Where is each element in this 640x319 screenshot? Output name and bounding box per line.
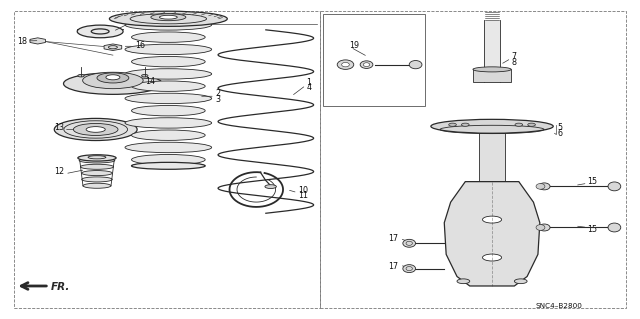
Ellipse shape: [74, 123, 118, 136]
Text: 16: 16: [135, 41, 145, 49]
Ellipse shape: [131, 154, 205, 165]
Ellipse shape: [265, 185, 276, 189]
Polygon shape: [479, 133, 505, 202]
Text: 10: 10: [298, 186, 308, 195]
Ellipse shape: [449, 123, 456, 126]
Polygon shape: [444, 182, 540, 286]
Ellipse shape: [131, 32, 205, 42]
Ellipse shape: [409, 61, 422, 69]
Text: 19: 19: [349, 41, 359, 49]
Polygon shape: [484, 20, 500, 82]
Ellipse shape: [125, 118, 212, 128]
Text: 11: 11: [298, 191, 308, 200]
Text: 8: 8: [511, 58, 516, 67]
Ellipse shape: [125, 93, 212, 104]
Ellipse shape: [131, 130, 205, 140]
Ellipse shape: [97, 73, 129, 83]
Ellipse shape: [109, 11, 227, 26]
Text: 6: 6: [557, 129, 562, 138]
Ellipse shape: [54, 118, 137, 141]
Text: 1: 1: [307, 78, 312, 86]
Text: 17: 17: [388, 234, 398, 243]
Ellipse shape: [151, 14, 186, 21]
Ellipse shape: [608, 223, 621, 232]
Text: 15: 15: [588, 225, 598, 234]
Ellipse shape: [77, 25, 123, 38]
Ellipse shape: [83, 72, 143, 89]
Ellipse shape: [83, 183, 111, 188]
Text: 5: 5: [557, 123, 562, 132]
Ellipse shape: [483, 254, 502, 261]
Text: 14: 14: [145, 77, 156, 85]
Ellipse shape: [86, 127, 105, 132]
Polygon shape: [104, 44, 122, 50]
Ellipse shape: [125, 69, 212, 79]
Ellipse shape: [78, 74, 84, 77]
Ellipse shape: [159, 15, 177, 19]
Ellipse shape: [360, 61, 373, 69]
Ellipse shape: [483, 216, 502, 223]
Text: 2: 2: [216, 89, 221, 98]
Ellipse shape: [536, 225, 545, 230]
Ellipse shape: [515, 279, 527, 284]
Ellipse shape: [364, 63, 370, 67]
Ellipse shape: [78, 155, 116, 161]
Text: 12: 12: [54, 167, 65, 176]
Text: 3: 3: [216, 95, 221, 104]
Ellipse shape: [461, 123, 469, 126]
Ellipse shape: [539, 224, 550, 231]
Ellipse shape: [337, 60, 354, 69]
Ellipse shape: [515, 123, 523, 126]
Ellipse shape: [125, 44, 212, 55]
Ellipse shape: [608, 182, 621, 191]
Ellipse shape: [403, 265, 415, 272]
Ellipse shape: [125, 142, 212, 153]
Text: 15: 15: [588, 176, 598, 186]
Ellipse shape: [528, 123, 536, 126]
Ellipse shape: [131, 162, 205, 169]
Ellipse shape: [79, 158, 115, 163]
Text: 13: 13: [54, 123, 64, 132]
Ellipse shape: [457, 279, 470, 284]
Ellipse shape: [342, 63, 349, 67]
Ellipse shape: [536, 183, 545, 189]
Text: 18: 18: [17, 37, 28, 46]
Ellipse shape: [81, 164, 113, 169]
Ellipse shape: [82, 177, 112, 182]
Ellipse shape: [403, 239, 415, 247]
Text: 4: 4: [307, 83, 312, 92]
Text: SNC4–B2800: SNC4–B2800: [536, 303, 582, 309]
Text: 7: 7: [511, 52, 516, 61]
Ellipse shape: [131, 56, 205, 67]
Ellipse shape: [131, 106, 205, 116]
Polygon shape: [473, 69, 511, 82]
Polygon shape: [30, 38, 45, 44]
Ellipse shape: [131, 81, 205, 91]
Ellipse shape: [125, 20, 212, 30]
Ellipse shape: [473, 67, 511, 72]
Ellipse shape: [106, 75, 120, 80]
Ellipse shape: [63, 73, 163, 94]
Text: FR.: FR.: [51, 282, 70, 292]
Ellipse shape: [431, 119, 553, 133]
Text: 17: 17: [388, 262, 398, 271]
Ellipse shape: [82, 171, 112, 176]
Ellipse shape: [539, 183, 550, 190]
Ellipse shape: [141, 74, 148, 77]
Text: 9: 9: [129, 18, 134, 27]
